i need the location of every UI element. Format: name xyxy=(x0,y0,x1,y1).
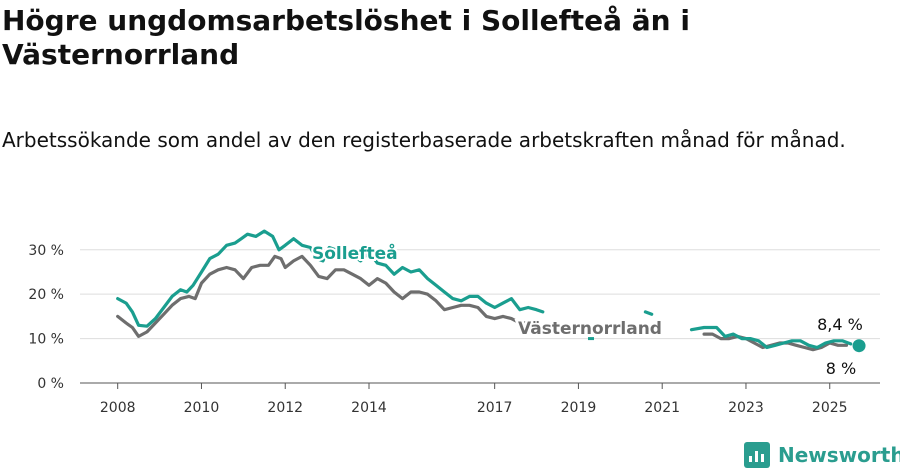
y-tick-label: 20 % xyxy=(28,287,64,303)
newsworthy-logo-text: Newsworthy xyxy=(778,443,900,467)
end-value-label-sollefteå: 8,4 % xyxy=(817,315,863,334)
x-tick-label: 2008 xyxy=(100,400,136,416)
x-tick-label: 2023 xyxy=(728,400,764,416)
x-tick-label: 2012 xyxy=(267,400,303,416)
series-line-Sollefteå xyxy=(643,310,654,316)
chart-subtitle: Arbetssökande som andel av den registerb… xyxy=(2,128,846,152)
series-label-sollefteå: Sollefteå xyxy=(312,242,398,264)
series-lines xyxy=(116,229,866,353)
end-value-label-västernorrland: 8 % xyxy=(826,359,856,378)
x-tick-label: 2010 xyxy=(184,400,220,416)
y-tick-label: 10 % xyxy=(28,332,64,348)
gridlines xyxy=(80,249,880,384)
newsworthy-logo: Newsworthy xyxy=(744,440,900,470)
x-tick-label: 2019 xyxy=(561,400,597,416)
x-tick-label: 2025 xyxy=(812,400,848,416)
y-tick-label: 0 % xyxy=(37,376,64,392)
x-tick-label: 2017 xyxy=(477,400,513,416)
y-axis: 0 % 10 % 20 % 30 % xyxy=(28,243,64,392)
series-label-västernorrland: Västernorrland xyxy=(518,319,662,339)
newsworthy-logo-icon xyxy=(744,442,770,468)
x-tick-label: 2021 xyxy=(644,400,680,416)
x-axis: 2008 2010 2012 2014 2017 2019 2021 2023 2025 xyxy=(100,383,848,416)
end-point-marker xyxy=(852,339,866,353)
series-line-Sollefteå xyxy=(689,325,853,350)
series-line-Västernorrland xyxy=(116,254,539,338)
series-labels: Sollefteå Västernorrland 8,4 % 8 % xyxy=(310,240,863,378)
y-tick-label: 30 % xyxy=(28,243,64,259)
series-line-Sollefteå xyxy=(116,229,545,328)
chart-title: Högre ungdomsarbetslöshet i Sollefteå än… xyxy=(2,4,690,71)
x-tick-label: 2014 xyxy=(351,400,387,416)
